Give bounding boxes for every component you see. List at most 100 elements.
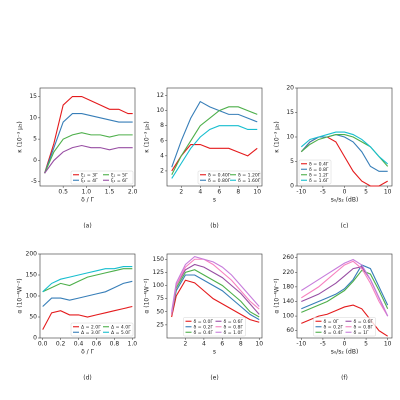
legend-label: ξ₁ = 5Γ (111, 172, 128, 178)
panel: -5 0 5 10 15 0.5 1.0 1.5 2.0 δ / Γ κ (10⁻³ μ₅) (a) ξ… (17, 87, 138, 230)
y-axis-label: κ (10⁻³ μ₅) (144, 121, 151, 152)
series-line (44, 113, 133, 174)
x-tick-label: 10 (384, 341, 392, 348)
y-tick-label: 200 (26, 251, 38, 258)
panel-label: (d) (83, 375, 92, 382)
y-tick-label: 6 (160, 137, 164, 144)
series-line (42, 305, 133, 330)
x-tick-label: 8 (239, 341, 243, 348)
series-line (171, 100, 258, 168)
legend-label: δ = 0.80Γ (208, 178, 231, 184)
legend: δ = 0Γδ = 0.2Γδ = 0.4Γ δ = 0.6Γδ = 0.8Γδ … (313, 317, 376, 337)
y-tick-label: 10 (29, 114, 37, 121)
panel-label: (f) (341, 375, 348, 382)
x-tick-label: 1.0 (82, 189, 92, 196)
y-tick-label: 220 (283, 269, 295, 276)
x-tick-label: 10 (384, 189, 392, 196)
y-tick-label: 150 (153, 256, 165, 263)
y-tick-label: 0 (33, 335, 37, 342)
series-line (301, 258, 389, 317)
plot-frame (166, 253, 263, 339)
x-axis-label: s₀/s₂ (dB) (331, 349, 359, 356)
legend-box (197, 170, 261, 185)
y-tick-label: 0 (33, 157, 37, 164)
x-tick-label: 2 (179, 189, 183, 196)
series-line (171, 258, 260, 315)
x-tick-label: 10 (253, 189, 261, 196)
x-axis-label: δ / Γ (81, 197, 95, 204)
legend-label: δ = 1.0Γ (224, 330, 244, 336)
x-tick-label: 0.8 (110, 341, 120, 348)
y-tick-label: 5 (290, 158, 294, 165)
y-tick-label: 10 (156, 107, 164, 114)
y-tick-label: 12 (156, 92, 164, 99)
y-tick-label: 8 (160, 122, 164, 129)
y-axis-label: α (10⁻⁴W⁻²) (17, 278, 24, 313)
x-axis-label: s (213, 197, 216, 204)
legend-label: δ = 0.4Γ (324, 330, 344, 336)
series-line (44, 132, 133, 174)
series-line (171, 125, 258, 179)
x-tick-label: 1.5 (105, 189, 115, 196)
legend-label: δ = 1.60Γ (238, 178, 261, 184)
series-line (171, 263, 260, 315)
x-tick-label: 2 (184, 341, 188, 348)
y-tick-label: 4 (160, 152, 164, 159)
legend: Δ = 2.0ΓΔ = 3.0Γ Δ = 4.0ΓΔ = 5.0Γ (70, 322, 134, 337)
y-tick-label: 10 (286, 134, 294, 141)
x-tick-label: 10 (255, 341, 263, 348)
y-tick-label: 150 (26, 272, 38, 279)
y-tick-label: 100 (26, 293, 38, 300)
x-tick-label: 0.0 (38, 341, 48, 348)
series-line (300, 131, 389, 165)
legend-box (70, 170, 134, 185)
x-axis-label: s (213, 349, 216, 356)
x-tick-label: 0 (343, 189, 347, 196)
series-line (171, 269, 260, 318)
x-axis-label: s₀/s₂ (dB) (331, 197, 359, 204)
panel: 60 100 140 180 220 260 -10 -5 0 5 10 s₀/s₂ (dB) α (1… (274, 253, 393, 382)
x-tick-label: 5 (364, 341, 368, 348)
x-tick-label: 0.5 (58, 189, 68, 196)
legend-box (183, 317, 246, 337)
y-tick-label: 140 (283, 298, 295, 305)
y-tick-label: 180 (283, 283, 295, 290)
legend-label: δ = 0.4Γ (309, 161, 329, 167)
series-line (44, 95, 133, 174)
x-axis-label: δ / Γ (81, 349, 95, 356)
x-tick-label: 2.0 (128, 189, 138, 196)
y-tick-label: -5 (31, 178, 37, 185)
panel-label: (a) (83, 223, 91, 230)
legend-label: Δ = 3.0Γ (81, 330, 101, 336)
y-axis-label: α (10⁻⁴W⁻²) (144, 278, 151, 313)
legend-label: δ = 0.8Γ (354, 324, 374, 330)
series-line (301, 269, 389, 313)
legend-label: δ = 1.20Γ (238, 172, 261, 178)
x-tick-label: -10 (296, 341, 306, 348)
x-tick-label: -5 (320, 189, 326, 196)
y-tick-label: 75 (156, 295, 164, 302)
series-line (42, 268, 133, 293)
legend-label: δ = 1Γ (354, 330, 370, 336)
legend-label: Δ = 5.0Γ (111, 330, 131, 336)
legend-box (313, 317, 376, 337)
legend-label: ξ₁ = 3Γ (81, 172, 98, 178)
legend-label: δ = 0.4Γ (194, 330, 214, 336)
y-axis-label: κ (10⁻³ μ₅) (274, 121, 281, 152)
legend-label: δ = 0.8Γ (309, 167, 329, 173)
x-tick-label: 4 (202, 341, 206, 348)
series-line (44, 144, 133, 174)
legend-label: ξ₁ = 4Γ (81, 178, 98, 184)
y-tick-label: 100 (153, 282, 165, 289)
legend: δ = 0.4Γδ = 0.8Γδ = 1.2Γδ = 1.6Γ (298, 159, 332, 185)
legend-label: δ = 1.2Γ (309, 172, 329, 178)
x-tick-label: -5 (320, 341, 326, 348)
y-tick-label: 5 (33, 136, 37, 143)
series-line (42, 266, 133, 293)
legend-label: δ = 0.2Γ (324, 324, 344, 330)
x-tick-label: 4 (198, 189, 202, 196)
series-line (171, 256, 260, 312)
